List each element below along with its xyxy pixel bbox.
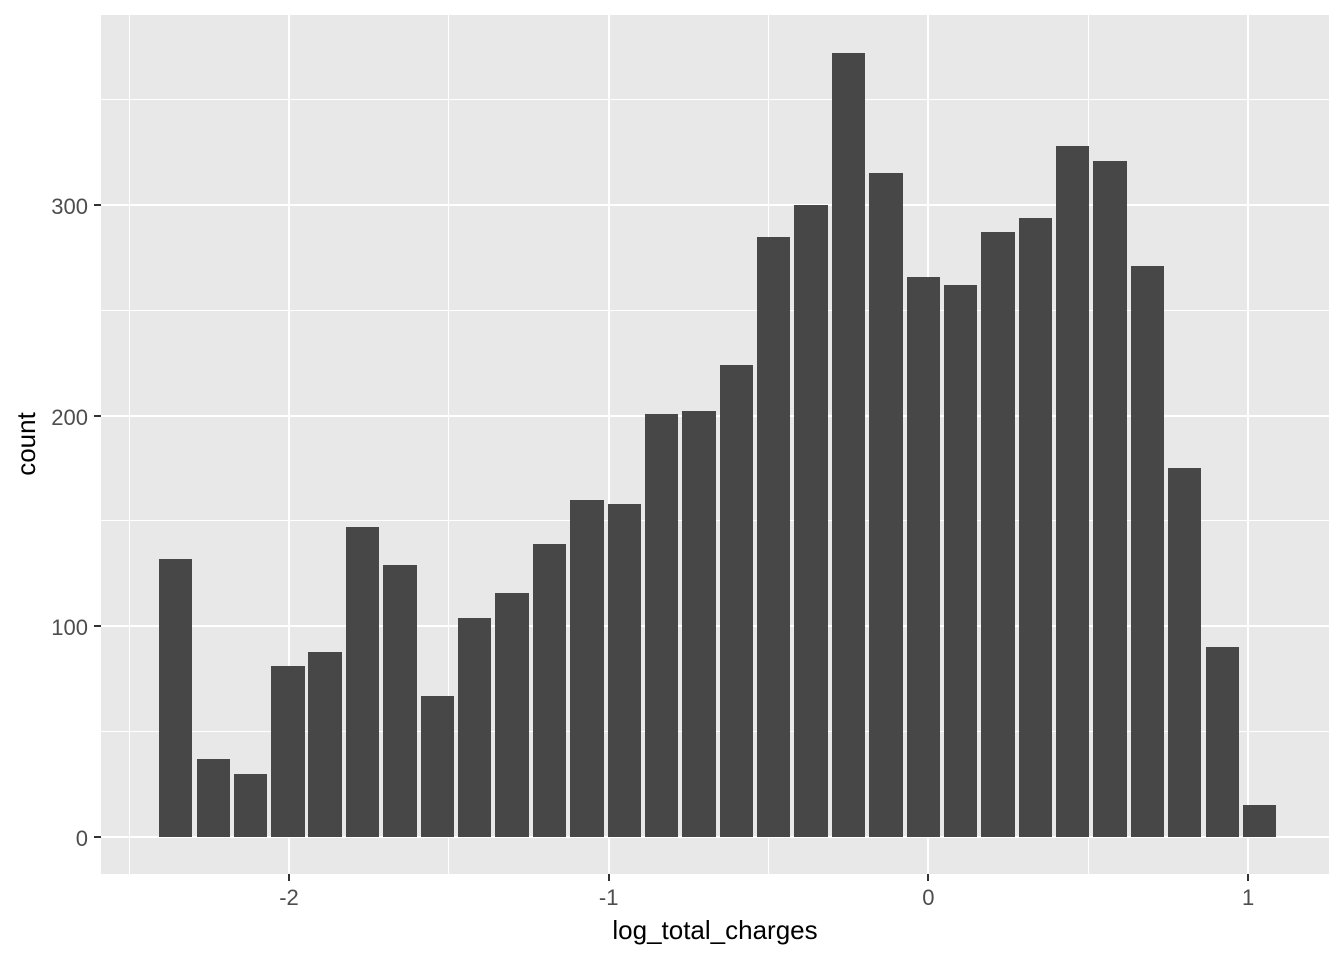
x-axis-tick-mark <box>607 874 610 881</box>
y-tick-label: 300 <box>51 193 88 219</box>
histogram-bar <box>1018 217 1053 837</box>
histogram-bar <box>495 592 529 837</box>
x-axis-tick-mark <box>287 874 290 881</box>
histogram-bar <box>869 173 903 837</box>
y-tick-label: 100 <box>51 615 88 641</box>
minor-gridline-x <box>128 15 130 874</box>
histogram-bar <box>532 544 567 837</box>
x-axis-tick-mark <box>1247 874 1250 881</box>
x-tick-label: 0 <box>922 885 935 910</box>
histogram-bar <box>271 666 305 837</box>
plot-panel <box>101 15 1329 874</box>
histogram-bar <box>756 236 791 837</box>
y-axis-tick-mark <box>94 203 101 206</box>
histogram-bar <box>570 499 604 837</box>
histogram-bar <box>196 758 230 837</box>
histogram-bar <box>1168 468 1202 837</box>
histogram-bar <box>906 276 940 837</box>
histogram-bar <box>1055 146 1090 837</box>
histogram-bar <box>1130 266 1165 837</box>
histogram-bar <box>1093 160 1127 837</box>
major-gridline-y <box>101 203 1329 206</box>
histogram-bar <box>383 565 417 837</box>
histogram-bar <box>420 695 454 837</box>
x-axis-tick-mark <box>927 874 930 881</box>
histogram-bar <box>1242 805 1277 837</box>
histogram-bar <box>644 413 679 837</box>
major-gridline-x <box>287 15 290 874</box>
x-tick-label: -2 <box>279 885 299 910</box>
x-axis-title: log_total_charges <box>612 915 818 945</box>
minor-gridline-y <box>101 309 1329 311</box>
histogram-bar <box>233 773 268 837</box>
y-axis-tick-mark <box>94 625 101 628</box>
histogram-bar <box>944 285 978 837</box>
major-gridline-x <box>1247 15 1250 874</box>
histogram-bar <box>719 365 753 837</box>
y-tick-label: 0 <box>75 825 88 851</box>
histogram-bar <box>682 411 716 837</box>
histogram-bar <box>1205 647 1239 837</box>
y-axis-tick-mark <box>94 414 101 417</box>
major-gridline-x <box>607 15 610 874</box>
y-axis-tick-mark <box>94 835 101 838</box>
minor-gridline-x <box>448 15 450 874</box>
x-tick-label: -1 <box>598 885 619 910</box>
histogram-bar <box>458 617 492 837</box>
histogram-bar <box>159 558 193 837</box>
minor-gridline-y <box>101 99 1329 101</box>
histogram-bar <box>981 232 1015 837</box>
x-tick-label: 1 <box>1241 885 1255 910</box>
histogram-bar <box>345 527 380 837</box>
histogram-bar <box>607 504 642 837</box>
histogram-bar <box>308 651 342 837</box>
histogram-bar <box>831 53 866 837</box>
histogram-bar <box>794 204 828 837</box>
y-tick-label: 200 <box>51 404 88 430</box>
major-gridline-y <box>101 835 1329 838</box>
